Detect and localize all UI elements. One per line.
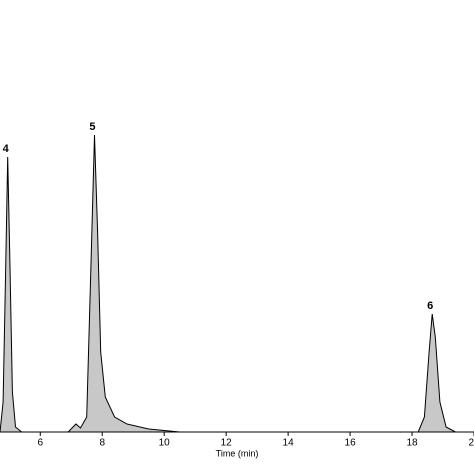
x-tick-label: 18 (406, 438, 418, 449)
x-tick-label: 16 (345, 438, 357, 449)
x-tick-label: 6 (37, 438, 43, 449)
x-axis-label: Time (min) (216, 448, 259, 458)
x-tick-label: 20 (468, 438, 474, 449)
x-tick-label: 8 (99, 438, 105, 449)
x-tick-label: 12 (221, 438, 233, 449)
x-tick-label: 14 (283, 438, 295, 449)
peak-label: 4 (3, 143, 10, 155)
peak-label: 6 (427, 300, 433, 312)
x-tick-label: 10 (159, 438, 171, 449)
peak-label: 5 (89, 121, 95, 133)
area (0, 134, 474, 433)
